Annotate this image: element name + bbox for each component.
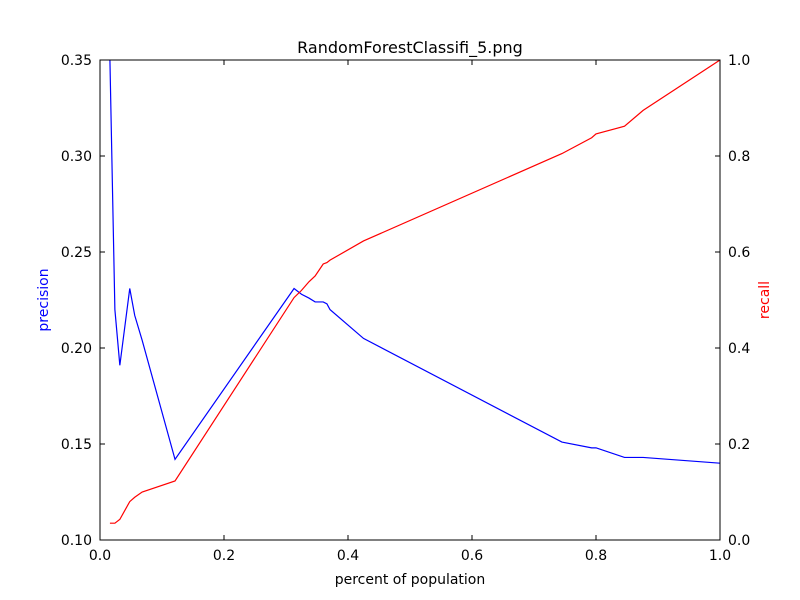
recall-series-line	[109, 59, 721, 524]
x-tick-label: 0.0	[89, 548, 111, 564]
y-axis-right: 0.0 0.2 0.4 0.6 0.8 1.0	[715, 53, 750, 549]
y-axis-right-label: recall	[757, 281, 773, 319]
plot-area	[109, 59, 721, 524]
plot-frame	[99, 59, 721, 541]
y-right-tick-label: 0.0	[728, 533, 750, 549]
x-axis: 0.0 0.2 0.4 0.6 0.8 1.0	[89, 60, 731, 564]
x-tick-label: 0.6	[461, 548, 483, 564]
chart-title: RandomForestClassifi_5.png	[297, 38, 523, 58]
y-right-tick-label: 0.2	[728, 437, 750, 453]
precision-series-line	[109, 59, 721, 464]
y-axis-left-label: precision	[36, 268, 52, 331]
x-axis-label: percent of population	[335, 572, 486, 588]
y-left-tick-label: 0.20	[61, 341, 92, 357]
y-right-tick-label: 0.4	[728, 341, 750, 357]
y-left-tick-label: 0.30	[61, 149, 92, 165]
y-left-tick-label: 0.15	[61, 437, 92, 453]
y-right-tick-label: 0.8	[728, 149, 750, 165]
y-axis-left: 0.10 0.15 0.20 0.25 0.30 0.35	[61, 53, 105, 549]
y-left-tick-label: 0.35	[61, 53, 92, 69]
x-tick-label: 0.4	[337, 548, 359, 564]
y-left-tick-label: 0.10	[61, 533, 92, 549]
y-right-tick-label: 0.6	[728, 245, 750, 261]
x-tick-label: 1.0	[709, 548, 731, 564]
y-left-tick-label: 0.25	[61, 245, 92, 261]
x-tick-label: 0.2	[213, 548, 235, 564]
y-right-tick-label: 1.0	[728, 53, 750, 69]
x-tick-label: 0.8	[585, 548, 607, 564]
